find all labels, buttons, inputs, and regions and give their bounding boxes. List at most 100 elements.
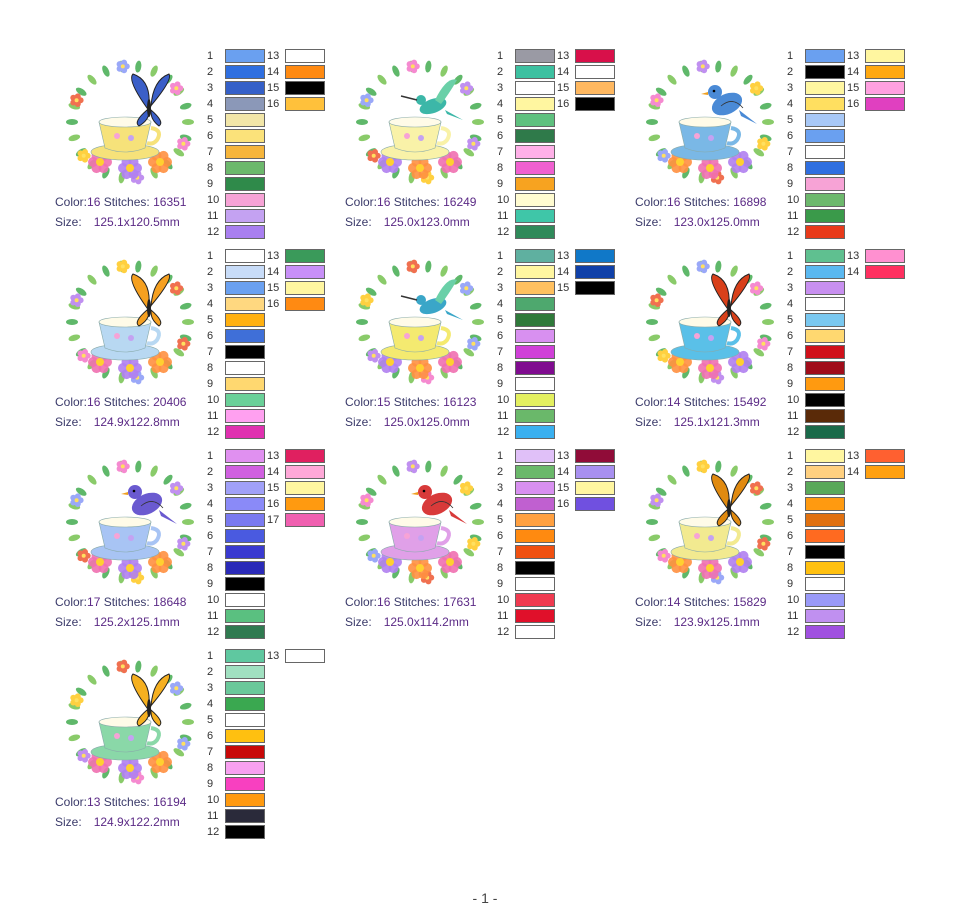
color-label: Color:	[635, 395, 668, 409]
thread-color-swatch	[515, 577, 555, 591]
thread-color-swatch	[225, 649, 265, 663]
thread-color-number: 10	[207, 394, 220, 406]
thread-color-swatch	[515, 409, 555, 423]
thread-color-number: 11	[207, 210, 219, 222]
thread-color-number: 9	[787, 178, 794, 190]
thread-color-swatch	[515, 345, 555, 359]
thread-color-swatch	[575, 65, 615, 79]
thread-color-number: 3	[787, 82, 794, 94]
design-thumbnail	[635, 250, 785, 395]
thread-color-swatch	[225, 49, 265, 63]
thread-color-number: 6	[787, 530, 794, 542]
thread-color-swatch	[285, 497, 325, 511]
thread-color-swatch	[225, 713, 265, 727]
thread-color-number: 3	[497, 82, 504, 94]
thread-color-number: 16	[267, 498, 280, 510]
thread-color-number: 13	[847, 250, 860, 262]
thread-color-swatch	[225, 497, 265, 511]
thread-color-swatch	[805, 225, 845, 239]
thread-color-swatch	[225, 761, 265, 775]
thread-color-swatch	[805, 425, 845, 439]
thread-color-number: 4	[207, 98, 214, 110]
thread-color-number: 3	[207, 82, 214, 94]
thread-color-number: 7	[787, 146, 794, 158]
thread-color-number: 6	[787, 330, 794, 342]
thread-color-swatch	[225, 97, 265, 111]
thread-color-swatch	[575, 49, 615, 63]
thread-color-swatch	[515, 561, 555, 575]
thread-color-number: 7	[497, 146, 504, 158]
thread-color-swatch	[515, 425, 555, 439]
thread-color-number: 6	[787, 130, 794, 142]
thread-color-swatch	[225, 561, 265, 575]
thread-color-number: 11	[207, 410, 219, 422]
thread-color-swatch	[225, 577, 265, 591]
size-label: Size:	[55, 615, 82, 629]
thread-color-number: 9	[207, 178, 214, 190]
design-stats: Color:14 Stitches: 15492	[635, 395, 766, 409]
thread-color-number: 4	[207, 298, 214, 310]
stitch-count: 15492	[733, 395, 767, 409]
thread-color-swatch	[225, 65, 265, 79]
size-value: 125.0x114.2mm	[383, 615, 469, 629]
size-value: 125.0x125.0mm	[383, 415, 470, 429]
design-size: Size: 123.9x125.1mm	[635, 615, 760, 629]
thread-color-number: 3	[787, 482, 794, 494]
design-stats: Color:13 Stitches: 16194	[55, 795, 186, 809]
thread-color-number: 7	[787, 346, 794, 358]
thread-color-number: 5	[207, 714, 214, 726]
thread-color-swatch	[225, 393, 265, 407]
thread-color-number: 6	[207, 330, 214, 342]
design-stats: Color:16 Stitches: 20406	[55, 395, 186, 409]
thread-color-number: 8	[207, 562, 214, 574]
thread-color-number: 13	[847, 450, 860, 462]
thread-color-number: 9	[497, 178, 504, 190]
color-label: Color:	[345, 195, 378, 209]
thread-color-swatch	[225, 297, 265, 311]
design-stats: Color:16 Stitches: 16351	[55, 195, 186, 209]
thread-color-number: 17	[267, 514, 280, 526]
design-card: Color:14 Stitches: 15492 Size: 125.1x121.3…	[635, 245, 925, 445]
thread-color-number: 9	[207, 578, 214, 590]
thread-color-number: 12	[787, 226, 800, 238]
thread-color-number: 5	[207, 514, 214, 526]
thread-color-swatch	[515, 49, 555, 63]
thread-color-swatch	[805, 145, 845, 159]
thread-color-number: 4	[497, 298, 504, 310]
stitch-count: 17631	[443, 595, 477, 609]
thread-color-swatch	[515, 329, 555, 343]
thread-color-number: 10	[497, 394, 510, 406]
thread-color-swatch	[865, 465, 905, 479]
thread-color-swatch	[575, 81, 615, 95]
thread-color-swatch	[225, 809, 265, 823]
design-thumbnail	[345, 450, 495, 595]
thread-color-swatch	[805, 361, 845, 375]
thread-color-swatch	[515, 513, 555, 527]
thread-color-swatch	[865, 81, 905, 95]
design-thumbnail	[345, 50, 495, 195]
thread-color-number: 13	[557, 50, 570, 62]
thread-color-swatch	[225, 361, 265, 375]
thread-color-swatch	[805, 209, 845, 223]
thread-color-swatch	[225, 481, 265, 495]
thread-color-swatch	[515, 593, 555, 607]
embroidery-design-image	[646, 59, 774, 185]
design-thumbnail	[635, 50, 785, 195]
thread-color-number: 8	[787, 162, 794, 174]
size-value: 124.9x122.2mm	[93, 815, 180, 829]
thread-color-number: 2	[207, 466, 214, 478]
thread-color-number: 2	[787, 66, 794, 78]
embroidery-design-image	[66, 459, 194, 585]
thread-color-swatch	[805, 297, 845, 311]
thread-color-number: 6	[497, 330, 504, 342]
design-size: Size: 125.0x114.2mm	[345, 615, 469, 629]
thread-color-number: 13	[267, 450, 280, 462]
thread-color-number: 1	[207, 250, 214, 262]
thread-color-swatch	[285, 249, 325, 263]
thread-color-swatch	[805, 465, 845, 479]
thread-color-number: 13	[267, 50, 280, 62]
thread-color-swatch	[225, 281, 265, 295]
thread-color-swatch	[805, 161, 845, 175]
thread-color-swatch	[225, 129, 265, 143]
thread-color-swatch	[225, 377, 265, 391]
